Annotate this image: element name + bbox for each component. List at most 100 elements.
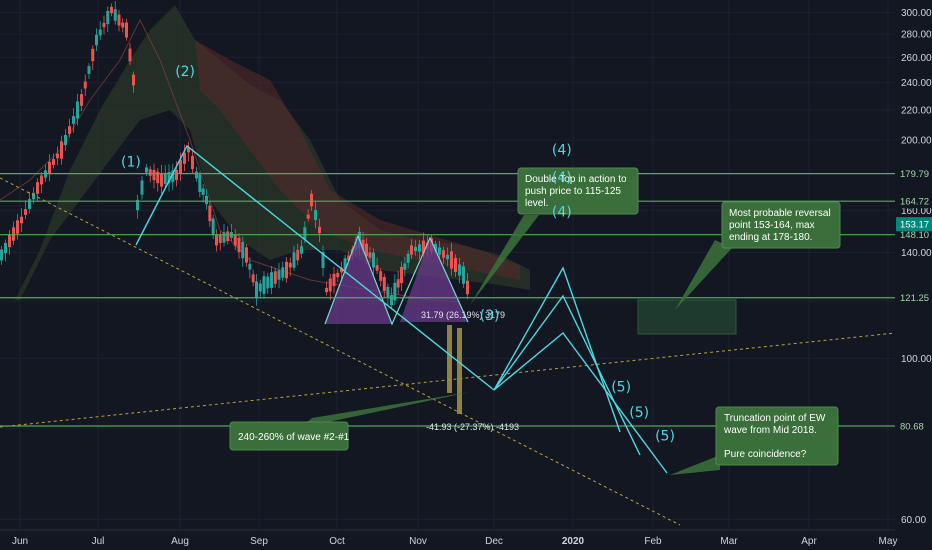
candle-body xyxy=(160,173,163,187)
wave-label: (4) xyxy=(552,204,572,220)
candle-body xyxy=(156,171,160,184)
candle-body xyxy=(306,214,310,219)
price-candles xyxy=(0,1,469,309)
candle-body xyxy=(215,234,218,246)
candle-body xyxy=(379,271,383,281)
candle-body xyxy=(20,216,23,224)
level-tag-bg xyxy=(896,419,932,434)
candle-body xyxy=(400,266,403,284)
x-tick-nov: Nov xyxy=(409,536,427,547)
y-tick-label: 260.00 xyxy=(901,53,932,64)
candle-body xyxy=(72,116,75,124)
note-reversal[interactable]: Most probable reversal point 153-164, ma… xyxy=(721,201,841,249)
x-tick-aug: Aug xyxy=(171,536,189,547)
level-tag-bg xyxy=(896,227,932,242)
candle-body xyxy=(343,258,347,270)
candle-body xyxy=(255,281,258,299)
current-price-tag: 153.17 xyxy=(900,220,929,231)
candle-body xyxy=(32,192,35,200)
note-truncation[interactable]: Truncation point of EW wave from Mid 201… xyxy=(715,406,839,466)
candle-body xyxy=(406,253,410,263)
candle-body xyxy=(390,294,393,306)
candle-body xyxy=(372,252,375,268)
candle-body xyxy=(241,241,245,259)
note-wave-ratio-line-1: 240-260% of wave #2-#1 xyxy=(238,432,350,443)
candle-body xyxy=(347,255,351,261)
candle-body xyxy=(237,237,241,253)
candle-body xyxy=(422,240,425,254)
candle-body xyxy=(336,272,340,278)
candle-body xyxy=(121,22,125,28)
x-tick-oct: Oct xyxy=(329,536,345,547)
candle-body xyxy=(288,262,292,268)
candle-body xyxy=(195,171,198,179)
candle-body xyxy=(273,271,277,284)
candle-body xyxy=(328,278,332,292)
candle-body xyxy=(201,188,205,195)
candle-body xyxy=(454,258,457,272)
candle-body xyxy=(8,234,11,248)
y-tick-label: 140.00 xyxy=(901,248,932,259)
level-tag-bg xyxy=(896,290,932,305)
wave-label: (5) xyxy=(629,405,649,421)
y-tick-label: 160.00 xyxy=(901,206,932,217)
candle-body xyxy=(87,66,91,74)
double-top-pattern xyxy=(324,234,469,326)
x-tick-mar: Mar xyxy=(720,536,738,547)
candle-body xyxy=(270,272,273,288)
measure-up-label: 31.79 (26.19%) 3179 xyxy=(421,310,505,320)
candle-body xyxy=(163,173,167,184)
x-tick-apr: Apr xyxy=(801,536,817,547)
y-tick-label: 60.00 xyxy=(901,515,926,526)
candle-body xyxy=(262,276,266,294)
x-tick-sep: Sep xyxy=(250,536,268,547)
candle-body xyxy=(303,227,307,240)
current-price-tag-bg xyxy=(896,217,932,232)
note-double-top-line-3: level. xyxy=(525,198,548,209)
candle-body xyxy=(258,283,262,292)
candle-body xyxy=(226,231,230,242)
x-tick-dec: Dec xyxy=(485,536,503,547)
candle-body xyxy=(446,254,449,260)
time-axis: Jun Jul Aug Sep Oct Nov Dec 2020 Feb Mar… xyxy=(0,529,932,550)
candle-body xyxy=(64,134,67,146)
candle-body xyxy=(36,182,39,194)
candle-body xyxy=(340,267,343,273)
candle-body xyxy=(83,81,87,89)
level-tag: 121.25 xyxy=(900,293,929,304)
candle-body xyxy=(233,234,237,246)
candle-body xyxy=(95,34,98,46)
candle-body xyxy=(251,274,255,283)
candle-body xyxy=(386,286,390,298)
candle-body xyxy=(102,22,106,28)
candle-body xyxy=(205,195,208,205)
note-double-top[interactable]: Double Top in action to push price to 11… xyxy=(517,167,639,215)
candle-body xyxy=(76,101,79,119)
wave-label: (5) xyxy=(655,429,675,445)
level-tag: 80.68 xyxy=(900,422,924,433)
candle-body xyxy=(132,74,135,86)
candle-body xyxy=(462,266,465,284)
note-double-top-line-2: push price to 115-125 xyxy=(525,186,621,197)
candle-body xyxy=(438,247,441,255)
x-tick-jul: Jul xyxy=(92,536,105,547)
note-reversal-line-2: point 153-164, max xyxy=(729,220,815,231)
candle-body xyxy=(434,243,437,253)
candle-body xyxy=(365,243,368,257)
note-truncation-line-4: Pure coincidence? xyxy=(724,449,807,460)
candle-body xyxy=(136,199,139,211)
candle-body xyxy=(285,261,288,279)
candle-body xyxy=(68,126,71,134)
level-tag: 179.79 xyxy=(900,169,929,180)
candle-body xyxy=(12,227,15,241)
candle-body xyxy=(321,252,325,268)
level-tag-bg xyxy=(896,194,932,209)
candle-body xyxy=(318,226,321,234)
candle-body xyxy=(91,48,95,62)
elliott-wave-lines xyxy=(135,144,668,474)
x-tick-jun: Jun xyxy=(12,536,28,547)
price-axis: 60.0080.00100.00120.00140.00160.00180.00… xyxy=(895,0,932,530)
note-wave-ratio[interactable]: 240-260% of wave #2-#1 xyxy=(229,421,350,451)
